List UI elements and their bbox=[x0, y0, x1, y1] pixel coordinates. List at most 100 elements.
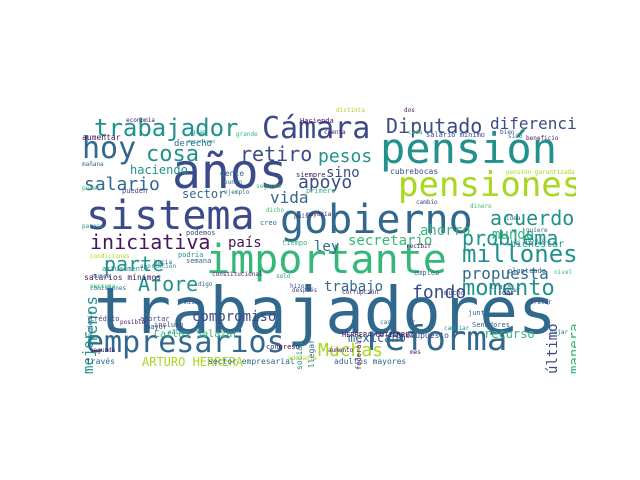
word-junto: junto bbox=[468, 309, 490, 317]
word-digo: digo bbox=[198, 281, 213, 288]
word-hacia: hacia bbox=[154, 259, 173, 266]
word-ir: ir bbox=[408, 319, 416, 326]
word-vida: vida bbox=[270, 188, 309, 207]
word-mundo: mundo bbox=[492, 227, 535, 243]
word-mayoría: mayoría bbox=[306, 211, 332, 218]
word-federal: federal bbox=[355, 340, 363, 371]
word-poner: poner bbox=[82, 185, 101, 192]
word-congreso: congreso bbox=[266, 343, 300, 351]
word-siempre: siempre bbox=[296, 171, 326, 179]
word-segunda: segunda bbox=[90, 347, 116, 354]
word-planteado: planteado bbox=[508, 267, 546, 275]
word-mes: mes bbox=[410, 349, 421, 356]
word-secretario: secretario bbox=[348, 233, 433, 249]
word-hoy: hoy bbox=[82, 131, 137, 166]
word-sector-empresarial: sector empresarial bbox=[208, 357, 295, 366]
word-cada: cada bbox=[408, 129, 423, 136]
word-corrupción: corrupción bbox=[342, 289, 379, 296]
word-muchas: Muchas bbox=[318, 340, 384, 361]
word-cámara: Cámara bbox=[262, 111, 371, 146]
word-adultos-mayores: adultos mayores bbox=[334, 357, 407, 366]
word-después: después bbox=[292, 287, 318, 294]
word-podría: podría bbox=[178, 251, 204, 259]
word-segundo: segundo bbox=[256, 183, 282, 190]
word-cambio: cambio bbox=[416, 199, 438, 206]
word-bienestar: bienestar bbox=[510, 239, 565, 250]
word-derecho: derecho bbox=[174, 139, 212, 149]
word-salario-mínimo: salario mínimo bbox=[426, 131, 486, 139]
word-mucho: mucho bbox=[444, 289, 466, 297]
word-ayer: ayer bbox=[506, 287, 521, 294]
word-dos: dos bbox=[404, 107, 415, 114]
word-condiciones: condiciones bbox=[90, 253, 130, 260]
word-mismo: mismo bbox=[184, 299, 203, 306]
word-cambiar: cambiar bbox=[444, 325, 470, 332]
word-carlos-salazar: Carlos Salazar bbox=[154, 329, 239, 340]
word-comisiones: comisiones bbox=[90, 285, 127, 292]
word-bajar: bajar bbox=[550, 329, 569, 336]
word-posible: posible bbox=[120, 319, 146, 326]
word-recibir: recibir bbox=[406, 243, 432, 250]
word-años: años bbox=[172, 144, 288, 200]
word-través: través bbox=[86, 357, 115, 366]
word-momento: momento bbox=[462, 276, 555, 301]
word-gran: gran bbox=[192, 129, 207, 136]
word-tratar: tratar bbox=[530, 299, 552, 306]
word-persona: persona bbox=[90, 283, 116, 290]
word-bien: bien bbox=[500, 129, 515, 136]
word-dar: dar bbox=[502, 289, 515, 297]
word-trabajador: trabajador bbox=[94, 114, 239, 142]
word-economía: economía bbox=[126, 117, 155, 124]
word-pesos: pesos bbox=[318, 146, 373, 167]
word-problema: problema bbox=[462, 226, 559, 250]
word-trata: trata bbox=[490, 283, 512, 291]
word-arturo-herrera: ARTURO HERRERA bbox=[142, 355, 244, 369]
word-herrera-gutiérrez: HERRERA GUTIÉRREZ bbox=[342, 331, 414, 339]
word-trabajadores: trabajadores bbox=[94, 275, 557, 349]
word-grande: grande bbox=[236, 131, 258, 138]
word-mayor: mayor bbox=[146, 323, 168, 331]
word-millones: millones bbox=[462, 240, 576, 268]
word-apoyo: apoyo bbox=[298, 172, 353, 193]
word-incluso: incluso bbox=[154, 321, 184, 329]
word-constitucional: constitucional bbox=[212, 271, 263, 278]
word-aportar: aportar bbox=[140, 315, 170, 323]
word-mecanismo: mecanismo bbox=[188, 139, 216, 145]
word-reforma: reforma bbox=[364, 319, 508, 359]
word-propuesta: propuesta bbox=[462, 264, 549, 283]
word-compromiso: compromiso bbox=[192, 309, 277, 325]
word-país: país bbox=[228, 235, 262, 251]
word-mexicano: mexicano bbox=[348, 331, 406, 345]
word-empresarios: empresarios bbox=[86, 325, 285, 360]
word-cubrebocas: cubrebocas bbox=[390, 167, 439, 176]
word-actualmente: actualmente bbox=[102, 265, 149, 273]
word-quiere: quiere bbox=[526, 227, 548, 234]
word-beneficio: beneficio bbox=[526, 135, 559, 142]
word-dinero: dinero bbox=[470, 203, 492, 210]
word-gobierno: gobierno bbox=[280, 197, 473, 243]
word-trabajo: trabajo bbox=[324, 279, 384, 295]
word-sector: sector bbox=[182, 187, 226, 201]
word-quiero: quiero bbox=[524, 237, 546, 244]
word-llegar: llegar bbox=[307, 338, 316, 368]
word-país: país bbox=[294, 213, 309, 220]
word-sistema: sistema bbox=[86, 193, 255, 239]
word-mañana: mañana bbox=[82, 161, 104, 168]
word-haciendo: haciendo bbox=[130, 163, 188, 177]
word-primero: primero bbox=[306, 187, 336, 195]
word-cosa: cosa bbox=[146, 142, 199, 167]
word-pensión: pensión bbox=[380, 124, 558, 173]
word-empleo: empleo bbox=[414, 269, 440, 277]
word-semana: semana bbox=[186, 257, 212, 265]
word-sido: sido bbox=[508, 133, 523, 140]
word-idea: idea bbox=[506, 215, 521, 222]
word-presupuesto: presupuesto bbox=[396, 331, 449, 340]
word-pensión-garantizada: pensión garantizada bbox=[506, 169, 575, 176]
word-nunca: nunca bbox=[92, 273, 111, 280]
word-acuerdo: acuerdo bbox=[490, 206, 575, 230]
word-ejemplo: ejemplo bbox=[224, 189, 250, 196]
word-hizo: hizo bbox=[290, 283, 305, 290]
word-diferencia: diferencia bbox=[490, 114, 576, 133]
word-cuenta: cuenta bbox=[324, 129, 346, 136]
word-dicho: dicho bbox=[266, 207, 285, 214]
